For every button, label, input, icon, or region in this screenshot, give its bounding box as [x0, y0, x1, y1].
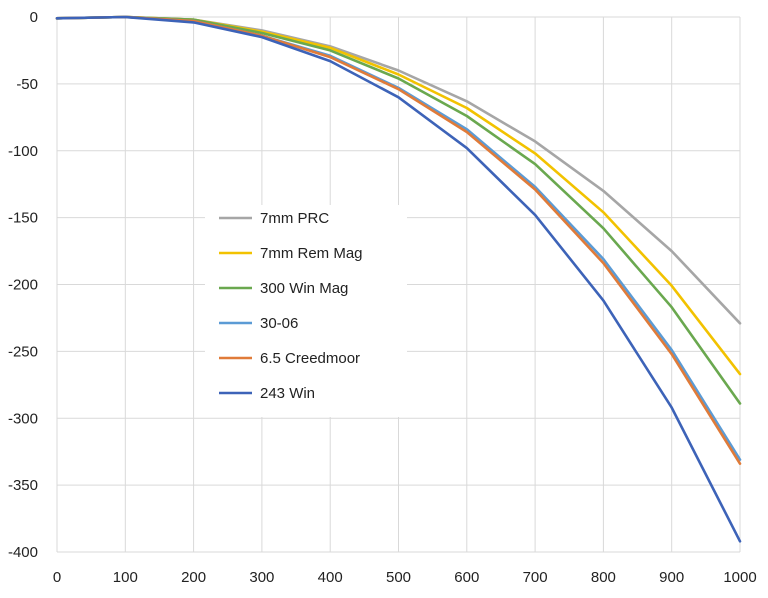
x-tick-label: 300: [249, 569, 274, 586]
series-line-243-win: [55, 15, 742, 543]
x-tick-label: 700: [523, 569, 548, 586]
legend-label: 6.5 Creedmoor: [260, 350, 360, 367]
legend-item: 243 Win: [219, 385, 315, 402]
legend-item: 300 Win Mag: [219, 280, 348, 297]
legend-item: 6.5 Creedmoor: [219, 350, 360, 367]
y-tick-label: -300: [8, 410, 38, 427]
x-tick-label: 1000: [723, 569, 756, 586]
series-lines: [55, 15, 742, 543]
legend-item: 7mm PRC: [219, 210, 329, 227]
legend: 7mm PRC 7mm Rem Mag 300 Win Mag 30-06 6.5 Cr…: [205, 205, 407, 417]
y-tick-label: -250: [8, 343, 38, 360]
y-tick-label: -400: [8, 544, 38, 561]
legend-label: 243 Win: [260, 385, 315, 402]
y-tick-label: -50: [16, 76, 38, 93]
legend-item: 30-06: [219, 315, 298, 332]
y-tick-label: 0: [30, 9, 38, 26]
x-tick-label: 400: [318, 569, 343, 586]
x-tick-label: 900: [659, 569, 684, 586]
legend-label: 7mm PRC: [260, 210, 329, 227]
x-tick-label: 800: [591, 569, 616, 586]
y-tick-label: -100: [8, 143, 38, 160]
axes: 0 100 200 300 400 500 600 700 800 900 1000 0 -50 -100…: [8, 9, 757, 586]
y-tick-label: -150: [8, 210, 38, 227]
x-tick-label: 600: [454, 569, 479, 586]
x-tick-label: 500: [386, 569, 411, 586]
legend-background: [205, 205, 407, 417]
y-tick-label: -200: [8, 277, 38, 294]
x-tick-label: 100: [113, 569, 138, 586]
legend-label: 300 Win Mag: [260, 280, 348, 297]
legend-label: 30-06: [260, 315, 298, 332]
x-tick-label: 200: [181, 569, 206, 586]
legend-label: 7mm Rem Mag: [260, 245, 363, 262]
y-tick-label: -350: [8, 477, 38, 494]
legend-item: 7mm Rem Mag: [219, 245, 363, 262]
x-tick-label: 0: [53, 569, 61, 586]
